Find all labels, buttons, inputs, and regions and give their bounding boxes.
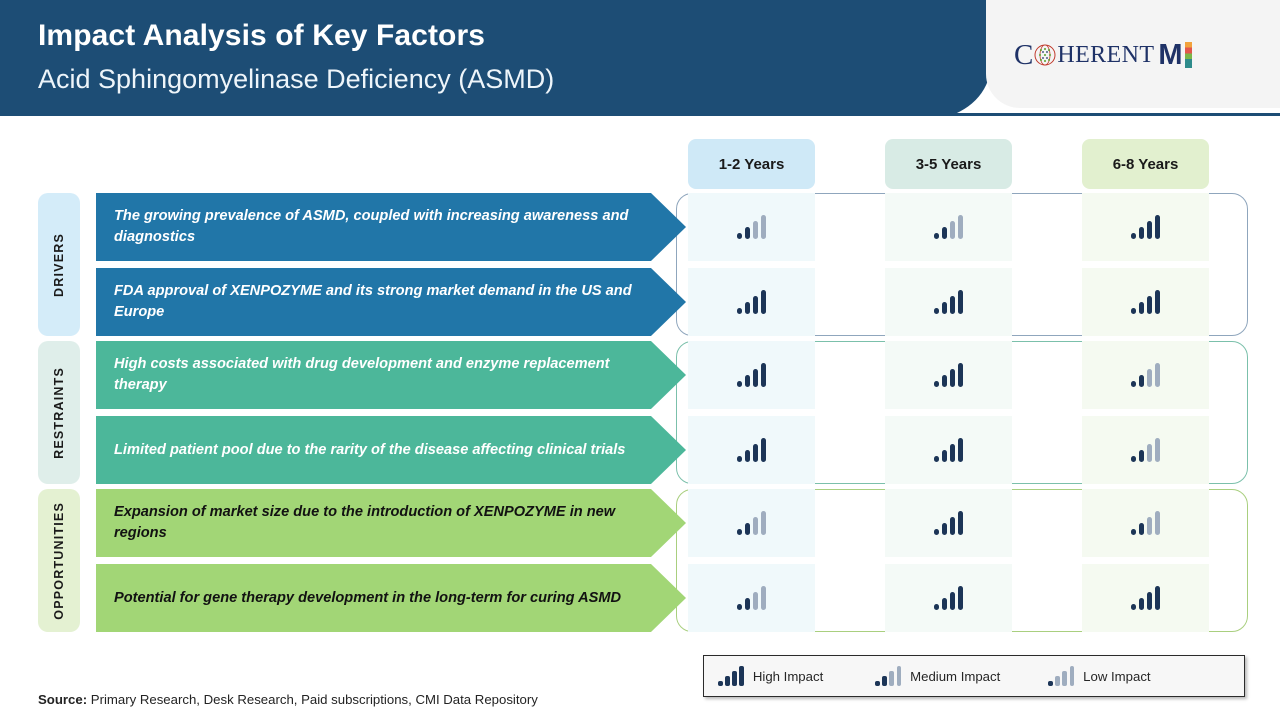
table-row: Potential for gene therapy development i… (38, 564, 1248, 632)
factor-text: High costs associated with drug developm… (114, 356, 610, 393)
header-underline (0, 113, 1280, 116)
factor-text: Limited patient pool due to the rarity o… (114, 441, 626, 458)
factor-text: The growing prevalence of ASMD, coupled … (114, 208, 629, 245)
impact-cell-1-2-years[interactable] (688, 268, 815, 336)
impact-bars-high-icon (718, 666, 744, 686)
source-prefix: Source: (38, 692, 88, 707)
impact-bars-high (1130, 290, 1161, 314)
impact-bars-high (933, 511, 964, 535)
impact-bars-medium (736, 586, 767, 610)
impact-bars-medium (736, 215, 767, 239)
factor-chevron: The growing prevalence of ASMD, coupled … (96, 193, 686, 261)
factor-text: Expansion of market size due to the intr… (114, 504, 616, 541)
page-title: Impact Analysis of Key Factors (38, 19, 486, 52)
impact-bars-high (1130, 586, 1161, 610)
legend-label: Low Impact (1083, 668, 1151, 684)
logo-letter-m: M (1158, 39, 1183, 71)
table-row: FDA approval of XENPOZYME and its strong… (38, 268, 1248, 336)
impact-bars-high (933, 363, 964, 387)
source-note: Source: Primary Research, Desk Research,… (38, 692, 538, 707)
impact-cell-3-5-years[interactable] (885, 564, 1012, 632)
impact-cell-6-8-years[interactable] (1082, 341, 1209, 409)
factor-chevron: Potential for gene therapy development i… (96, 564, 686, 632)
factor-text: Potential for gene therapy development i… (114, 589, 622, 606)
impact-bars-medium (1130, 363, 1161, 387)
impact-cell-6-8-years[interactable] (1082, 416, 1209, 484)
column-header-1-2-years: 1-2 Years (688, 139, 815, 189)
impact-cell-3-5-years[interactable] (885, 416, 1012, 484)
factor-chevron: High costs associated with drug developm… (96, 341, 686, 409)
legend-item-medium-impact: Medium Impact (875, 656, 1000, 696)
impact-cell-6-8-years[interactable] (1082, 564, 1209, 632)
legend-item-low-impact: Low Impact (1048, 656, 1151, 696)
impact-cell-6-8-years[interactable] (1082, 193, 1209, 261)
impact-bars-high (1130, 215, 1161, 239)
column-header-label: 1-2 Years (718, 155, 785, 173)
impact-cell-1-2-years[interactable] (688, 193, 815, 261)
header-background (0, 0, 1010, 116)
impact-bars-high (933, 438, 964, 462)
impact-cell-3-5-years[interactable] (885, 341, 1012, 409)
factor-chevron: Expansion of market size due to the intr… (96, 489, 686, 557)
category-label-opportunities: OPPORTUNITIES (38, 489, 80, 632)
impact-cell-3-5-years[interactable] (885, 268, 1012, 336)
category-label-restraints: RESTRAINTS (38, 341, 80, 484)
impact-bars-high (736, 438, 767, 462)
logo-letter-c: C (1014, 39, 1034, 71)
category-label-drivers: DRIVERS (38, 193, 80, 336)
factor-chevron: FDA approval of XENPOZYME and its strong… (96, 268, 686, 336)
coherentmi-logo[interactable]: C HERENT M (1014, 38, 1192, 72)
column-header-label: 3-5 Years (915, 155, 982, 173)
impact-cell-1-2-years[interactable] (688, 416, 815, 484)
table-row: Expansion of market size due to the intr… (38, 489, 1248, 557)
impact-bars-medium (736, 511, 767, 535)
column-header-3-5-years: 3-5 Years (885, 139, 1012, 189)
impact-bars-medium-icon (875, 666, 902, 686)
globe-icon (1034, 44, 1056, 66)
impact-bars-medium (1130, 438, 1161, 462)
impact-cell-6-8-years[interactable] (1082, 268, 1209, 336)
column-header-label: 6-8 Years (1112, 155, 1179, 173)
impact-bars-medium (1130, 511, 1161, 535)
impact-bars-low-icon (1048, 666, 1075, 686)
impact-bars-high (933, 586, 964, 610)
group-opportunities: OPPORTUNITIES Expansion of market size d… (38, 489, 1248, 632)
group-restraints: RESTRAINTS High costs associated with dr… (38, 341, 1248, 484)
impact-cell-1-2-years[interactable] (688, 489, 815, 557)
impact-cell-1-2-years[interactable] (688, 564, 815, 632)
impact-cell-3-5-years[interactable] (885, 193, 1012, 261)
impact-bars-high (736, 363, 767, 387)
legend-label: High Impact (752, 668, 824, 684)
group-drivers: DRIVERS The growing prevalence of ASMD, … (38, 193, 1248, 336)
page-subtitle: Acid Sphingomyelinase Deficiency (ASMD) (38, 64, 555, 94)
impact-bars-medium (933, 215, 964, 239)
table-row: Limited patient pool due to the rarity o… (38, 416, 1248, 484)
table-row: The growing prevalence of ASMD, coupled … (38, 193, 1248, 261)
impact-cell-1-2-years[interactable] (688, 341, 815, 409)
legend-item-high-impact: High Impact (718, 656, 823, 696)
page-header: Impact Analysis of Key Factors Acid Sphi… (0, 0, 1280, 116)
source-text: Primary Research, Desk Research, Paid su… (87, 692, 538, 707)
header-titles: Impact Analysis of Key Factors Acid Sphi… (38, 14, 938, 100)
impact-cell-3-5-years[interactable] (885, 489, 1012, 557)
legend: High Impact Medium Impact Low Impact (703, 655, 1245, 697)
logo-letters-herent: HERENT (1057, 42, 1155, 68)
legend-label: Medium Impact (910, 668, 1001, 684)
impact-cell-6-8-years[interactable] (1082, 489, 1209, 557)
table-row: High costs associated with drug developm… (38, 341, 1248, 409)
logo-accent-bar (1184, 42, 1192, 68)
factor-chevron: Limited patient pool due to the rarity o… (96, 416, 686, 484)
factor-text: FDA approval of XENPOZYME and its strong… (114, 283, 632, 320)
impact-bars-high (933, 290, 964, 314)
column-header-6-8-years: 6-8 Years (1082, 139, 1209, 189)
impact-bars-high (736, 290, 767, 314)
